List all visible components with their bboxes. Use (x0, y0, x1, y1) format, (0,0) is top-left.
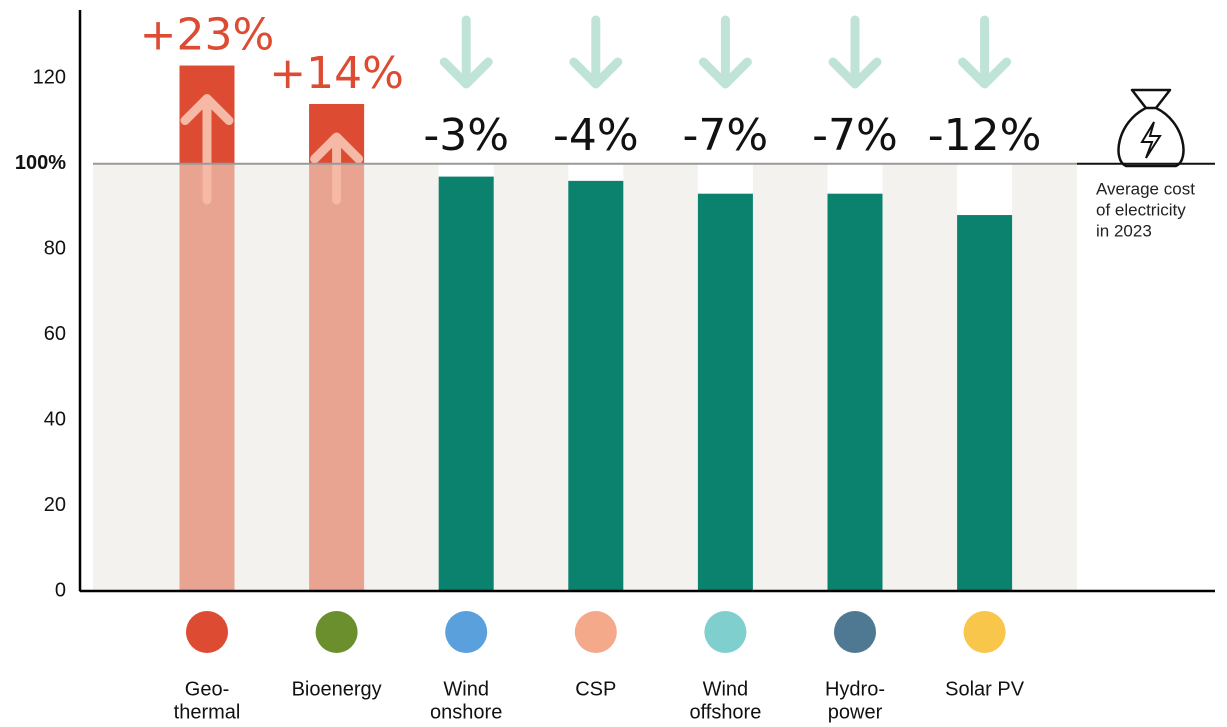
value-label: -3% (423, 110, 509, 161)
value-label: +14% (269, 48, 404, 99)
category-icon (704, 611, 747, 653)
gap (438, 163, 494, 177)
x-tick-label: Solar PV (945, 678, 1025, 700)
bar (568, 180, 624, 591)
bolt-icon (1140, 121, 1162, 159)
up-arrow (180, 94, 234, 205)
y-tick-label: 100% (15, 152, 66, 174)
x-tick-label: Bioenergy (292, 678, 382, 700)
money-bag-icon (1117, 88, 1185, 168)
bar (438, 176, 494, 591)
x-tick-label: Wind (443, 678, 489, 700)
category-icon (574, 611, 617, 653)
up-arrow (310, 132, 364, 205)
down-arrow (439, 15, 493, 89)
y-tick-label: 40 (44, 408, 66, 430)
category-icon (445, 611, 488, 653)
reference-annotation: Average cost (1096, 179, 1195, 198)
x-tick-label: CSP (575, 678, 616, 700)
gap (697, 163, 753, 194)
down-arrow (958, 15, 1012, 89)
x-tick-label: Hydro- (825, 678, 885, 700)
gap (827, 163, 883, 194)
value-label: -12% (928, 110, 1042, 161)
bar (957, 215, 1013, 591)
x-tick-label: Geo- (185, 678, 229, 700)
down-arrow (698, 15, 752, 89)
x-tick-label: power (828, 701, 883, 723)
x-tick-label: onshore (430, 701, 502, 723)
x-tick-label: thermal (174, 701, 241, 723)
category-icon (963, 611, 1006, 653)
category-icon (315, 611, 358, 653)
down-arrow (569, 15, 623, 89)
y-tick-label: 20 (44, 494, 66, 516)
reference-annotation: of electricity (1096, 200, 1186, 219)
category-icon (186, 611, 228, 653)
reference-annotation: in 2023 (1096, 221, 1152, 240)
gap (568, 163, 624, 181)
value-label: -7% (683, 110, 769, 161)
down-arrow (828, 15, 882, 89)
bar (697, 193, 753, 591)
y-tick-label: 80 (44, 238, 66, 260)
value-label: -7% (812, 110, 898, 161)
y-tick-label: 120 (33, 67, 66, 89)
gap (957, 163, 1013, 216)
y-tick-label: 60 (44, 323, 66, 345)
value-label: +23% (140, 10, 275, 61)
value-label: -4% (553, 110, 639, 161)
bar (827, 193, 883, 591)
category-icon (834, 611, 876, 653)
x-tick-label: Wind (703, 678, 749, 700)
x-tick-label: offshore (689, 701, 761, 723)
y-tick-label: 0 (55, 579, 66, 601)
